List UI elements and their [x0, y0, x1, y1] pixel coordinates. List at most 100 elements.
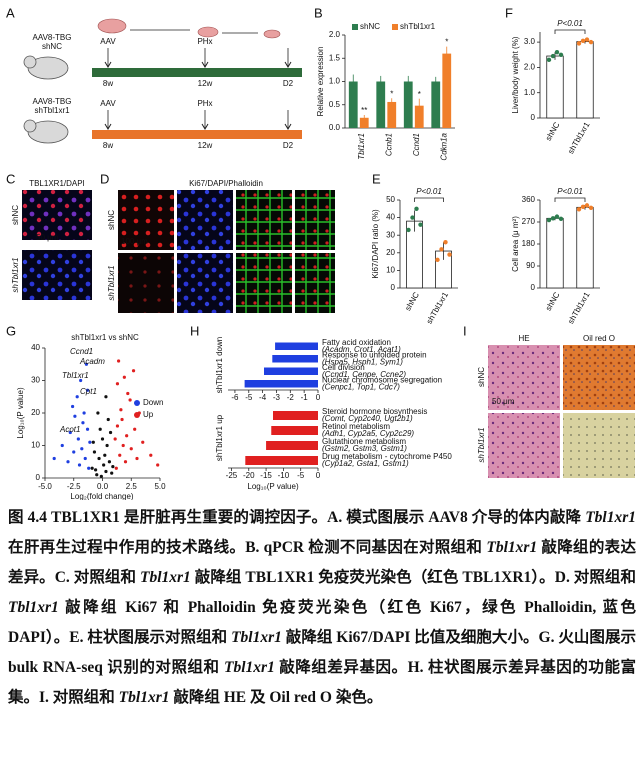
row-label: shTbl1xr1	[11, 257, 20, 292]
x-tick-label: -2.5	[67, 482, 81, 491]
significance: *	[390, 89, 393, 98]
legend-label: Down	[143, 398, 163, 407]
bar	[348, 81, 358, 128]
data-point	[66, 460, 70, 464]
caption-text: 敲降组差异基因。H. 柱状图展示差异基因的功能富集。I. 对照组和	[8, 659, 636, 706]
x-tick-label: -10	[278, 471, 290, 480]
data-point	[98, 427, 102, 431]
gene-name: Tbl1xr1	[486, 539, 538, 556]
panel-label: B	[314, 5, 323, 20]
x-tick-label: -6	[231, 393, 239, 402]
term-genes: (Cenpc1, Top1, Cdc7)	[322, 382, 400, 391]
y-tick-label: 50	[386, 195, 395, 204]
y-tick-label: 20	[386, 248, 395, 257]
image	[236, 253, 292, 313]
x-tick-label: Ccnb1	[384, 133, 393, 156]
data-point	[75, 395, 79, 399]
arrow-head	[104, 123, 112, 130]
bar	[442, 53, 452, 128]
bar	[414, 105, 424, 128]
y-tick-label: 90	[526, 261, 535, 270]
row-label: shNC	[11, 205, 20, 225]
data-point	[128, 398, 132, 402]
term-genes: (Ccnd1, Cenpe, Ccne2)	[322, 370, 406, 379]
data-point	[576, 207, 582, 212]
x-tick-label: shTbl1xr1	[566, 290, 592, 325]
gene-annotation: Acot1	[59, 425, 80, 434]
time-label: 8w	[103, 79, 113, 88]
data-point	[117, 359, 121, 363]
gene-name: Tbl1xr1	[231, 629, 282, 646]
gene-name: Tbl1xr1	[139, 569, 191, 586]
bar	[244, 380, 318, 388]
data-point	[106, 417, 110, 422]
bar	[576, 41, 594, 119]
data-point	[100, 437, 105, 441]
term-label: Steroid hormone biosynthesis	[322, 407, 427, 416]
x-tick-label: shNC	[544, 120, 562, 142]
y-tick-label: 20	[31, 408, 40, 417]
image	[177, 190, 233, 250]
row-label: shNC	[477, 367, 486, 387]
data-point	[418, 222, 423, 227]
data-point	[72, 450, 76, 454]
time-label: 8w	[103, 141, 113, 150]
term-label: Cell division	[322, 363, 365, 372]
bar	[275, 342, 318, 350]
legend-swatch	[352, 24, 358, 30]
significance-bracket	[414, 197, 444, 202]
y-tick-label: 0	[531, 113, 536, 122]
data-point	[406, 227, 411, 233]
data-point	[103, 453, 107, 457]
arrow-head	[284, 123, 292, 130]
data-point	[110, 471, 114, 475]
data-point	[120, 417, 124, 422]
arrow-head	[104, 61, 112, 68]
bar	[546, 55, 564, 119]
x-tick-label: -5.0	[38, 482, 52, 491]
data-point	[558, 52, 564, 57]
y-tick-label: 30	[31, 376, 40, 385]
data-point	[580, 38, 586, 44]
timeline-bar	[92, 130, 302, 139]
step-label: PHx	[197, 37, 212, 46]
data-point	[104, 469, 108, 474]
bar	[273, 411, 318, 420]
x-tick-label: -5	[297, 471, 305, 480]
arrow-head	[201, 61, 209, 68]
data-point	[141, 440, 145, 444]
group-label: shTbl1xr1	[34, 106, 70, 115]
data-point	[126, 391, 130, 396]
data-point	[92, 450, 97, 454]
column-label: HE	[518, 334, 529, 343]
row-label: shTbl1xr1	[107, 265, 116, 300]
time-label: D2	[283, 79, 294, 88]
y-tick-label: 30	[386, 230, 395, 239]
data-point	[52, 456, 56, 461]
term-genes: (Hspa5, Hsph1, Sym1)	[322, 357, 403, 366]
data-point	[410, 215, 415, 220]
x-axis-label: Log₂(fold change)	[70, 492, 133, 500]
time-label: 12w	[198, 141, 213, 150]
significance: *	[445, 38, 448, 47]
significance-bracket	[554, 29, 586, 34]
image	[236, 190, 292, 250]
significance: *	[418, 90, 421, 99]
data-point	[90, 466, 94, 470]
data-point	[85, 388, 90, 392]
bar	[272, 355, 318, 363]
panel-label: I	[463, 323, 467, 338]
term-genes: (Gstm2, Gstm3, Gstm1)	[322, 444, 407, 453]
y-tick-label: 1.5	[329, 53, 341, 62]
x-tick-label: 0	[316, 471, 321, 480]
legend-label: shNC	[360, 22, 380, 31]
bar	[271, 426, 318, 435]
group-label: AAV8-TBG	[33, 97, 72, 106]
time-label: 12w	[198, 79, 213, 88]
x-tick-label: Cdkn1a	[439, 132, 448, 160]
data-point	[77, 463, 82, 467]
bar	[403, 81, 413, 128]
gene-annotation: Acadm	[79, 357, 105, 366]
bar	[576, 206, 594, 289]
data-point	[104, 395, 108, 399]
